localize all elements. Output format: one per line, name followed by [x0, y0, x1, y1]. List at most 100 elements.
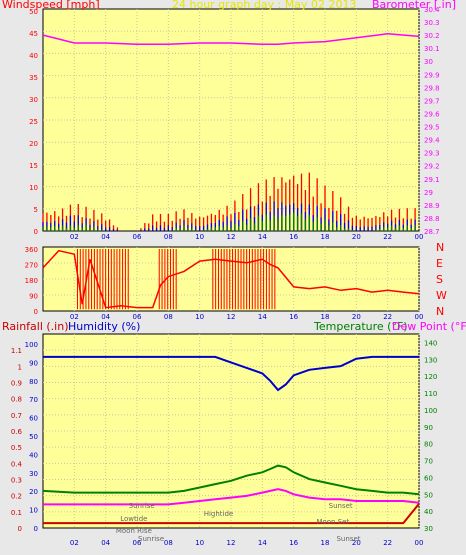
lower-time-tick-label: 14	[258, 539, 267, 547]
direction-time-tick-label: 12	[227, 313, 236, 321]
barometer-tick-label: 29	[424, 189, 433, 197]
rain-tick-label: 1.1	[11, 347, 22, 355]
direction-tick-label: 270	[25, 262, 38, 270]
rain-tick-label: 0.2	[11, 493, 22, 501]
lower-time-tick-label: 04	[101, 539, 110, 547]
humidity-tick-label: 100	[25, 341, 38, 349]
wind-tick-label: 5	[34, 206, 38, 214]
temperature-tick-label: 120	[424, 373, 437, 381]
barometer-tick-label: 29.3	[424, 150, 440, 158]
lower-time-tick-label: 20	[352, 539, 361, 547]
rain-tick-label: 0.6	[11, 428, 23, 436]
dewpoint-axis-label: Dew Point (°F)	[392, 320, 466, 333]
direction-time-tick-label: 04	[101, 313, 110, 321]
windspeed-axis-label: Windspeed [mph]	[2, 0, 100, 11]
wind-time-tick-label: 08	[164, 233, 173, 241]
lower-time-tick-label: 08	[164, 539, 173, 547]
rainfall-axis-label: Rainfall (.in)	[2, 320, 69, 333]
temperature-tick-label: 90	[424, 424, 433, 432]
compass-label: E	[436, 257, 443, 270]
rain-tick-label: 0.9	[11, 380, 22, 388]
barometer-tick-label: 29.7	[424, 97, 440, 105]
rain-tick-label: 0.3	[11, 477, 22, 485]
temperature-tick-label: 130	[424, 356, 437, 364]
barometer-tick-label: 28.9	[424, 202, 440, 210]
humidity-tick-label: 30	[29, 470, 38, 478]
barometer-tick-label: 29.9	[424, 71, 440, 79]
rain-tick-label: 0.7	[11, 412, 22, 420]
direction-time-tick-label: 22	[383, 313, 392, 321]
wind-time-tick-label: 00	[415, 233, 424, 241]
rain-tick-label: 0.8	[11, 396, 22, 404]
barometer-tick-label: 29.8	[424, 84, 440, 92]
humidity-tick-label: 0	[34, 525, 38, 533]
barometer-tick-label: 30.4	[424, 6, 440, 14]
barometer-tick-label: 30	[424, 58, 433, 66]
lower-time-tick-label: 02	[70, 539, 79, 547]
barometer-axis-label: Barometer [.in]	[372, 0, 456, 11]
direction-tick-label: 90	[29, 293, 38, 301]
lower-time-tick-label: 06	[133, 539, 142, 547]
direction-time-tick-label: 06	[133, 313, 142, 321]
temperature-axis-label: Temperature (°F)	[313, 320, 408, 333]
barometer-line	[42, 33, 420, 46]
direction-tick-label: 180	[25, 277, 38, 285]
barometer-tick-label: 30.1	[424, 45, 440, 53]
rain-tick-label: 0.4	[11, 460, 23, 468]
wind-tick-label: 15	[29, 162, 38, 170]
wind-tick-label: 20	[29, 140, 38, 148]
event-annotation: Sunset	[336, 535, 360, 543]
humidity-tick-label: 40	[29, 451, 38, 459]
direction-time-tick-label: 00	[415, 313, 424, 321]
wind-tick-label: 30	[29, 96, 38, 104]
event-annotation: Moon Rise	[116, 527, 152, 535]
wind-tick-label: 35	[29, 74, 38, 82]
direction-tick-label: 0	[34, 308, 38, 316]
lower-time-tick-label: 12	[227, 539, 236, 547]
humidity-tick-label: 10	[29, 507, 38, 515]
lower-time-tick-label: 16	[289, 539, 298, 547]
rain-tick-label: 0	[18, 525, 22, 533]
event-annotation: Sunrise	[138, 535, 164, 543]
direction-tick-label: 360	[25, 246, 38, 254]
event-annotation: Sunset	[329, 502, 353, 510]
wind-time-tick-label: 20	[352, 233, 361, 241]
barometer-tick-label: 30.2	[424, 32, 440, 40]
temperature-line	[42, 464, 420, 496]
temperature-tick-label: 40	[424, 508, 433, 516]
wind-time-tick-label: 04	[101, 233, 110, 241]
wind-tick-label: 10	[29, 184, 38, 192]
compass-label: N	[436, 305, 444, 318]
temperature-tick-label: 30	[424, 525, 433, 533]
dewpoint-line	[43, 488, 420, 506]
lower-time-tick-label: 00	[415, 539, 424, 547]
barometer-tick-label: 29.6	[424, 110, 440, 118]
temperature-tick-label: 50	[424, 491, 433, 499]
temperature-tick-label: 110	[424, 390, 437, 398]
wind-time-tick-label: 10	[195, 233, 204, 241]
rain-tick-label: 0.5	[11, 444, 22, 452]
temperature-tick-label: 100	[424, 407, 437, 415]
direction-time-tick-label: 08	[164, 313, 173, 321]
wind-time-tick-label: 18	[321, 233, 330, 241]
wind-time-tick-label: 12	[227, 233, 236, 241]
compass-label: N	[436, 241, 444, 254]
rainfall-line	[43, 503, 420, 525]
barometer-tick-label: 29.4	[424, 137, 440, 145]
wind-tick-label: 25	[29, 118, 38, 126]
direction-time-tick-label: 02	[70, 313, 79, 321]
humidity-tick-label: 80	[29, 378, 38, 386]
event-annotation: Moon Set	[316, 518, 349, 526]
humidity-line	[43, 355, 419, 392]
humidity-tick-label: 20	[29, 488, 38, 496]
temperature-tick-label: 60	[424, 474, 433, 482]
event-annotation: Hightide	[204, 510, 234, 518]
direction-time-tick-label: 14	[258, 313, 267, 321]
rain-tick-label: 0.1	[11, 509, 22, 517]
compass-label: S	[436, 273, 443, 286]
lower-time-tick-label: 18	[321, 539, 330, 547]
rain-tick-label: 1	[18, 363, 22, 371]
temperature-tick-label: 70	[424, 458, 433, 466]
barometer-tick-label: 28.8	[424, 215, 440, 223]
